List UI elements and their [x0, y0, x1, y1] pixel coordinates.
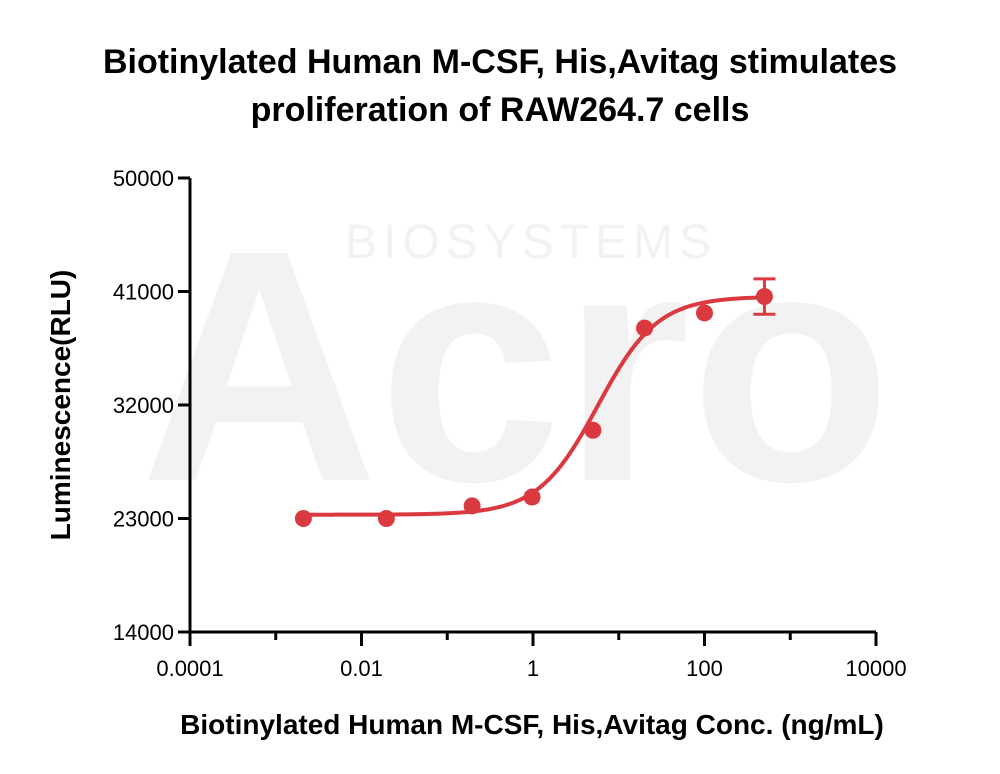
x-tick-label: 100: [686, 656, 723, 681]
x-tick-label: 10000: [845, 656, 906, 681]
y-axis-label: Luminescence(RLU): [45, 270, 76, 541]
x-tick-label: 0.0001: [156, 656, 223, 681]
data-point: [523, 488, 541, 506]
chart-title: Biotinylated Human M-CSF, His,Avitag sti…: [0, 38, 1000, 134]
x-tick-label: 0.01: [340, 656, 383, 681]
x-axis-label: Biotinylated Human M-CSF, His,Avitag Con…: [180, 709, 884, 740]
data-points-layer: [294, 277, 776, 527]
y-tick-label: 41000: [113, 280, 174, 305]
watermark-sub: BIOSYSTEMS: [345, 216, 717, 269]
data-point: [696, 304, 713, 322]
data-point: [755, 288, 773, 306]
data-point: [294, 510, 312, 527]
axes: 14000 23000 32000 41000 50000 0.0001 0.01 1 100 1…: [113, 166, 907, 681]
y-tick-label: 14000: [113, 620, 174, 645]
y-tick-label: 32000: [113, 393, 174, 418]
watermark-brand: Acro: [140, 181, 892, 550]
chart-title-line1: Biotinylated Human M-CSF, His,Avitag sti…: [102, 43, 898, 81]
data-point: [636, 319, 654, 337]
data-point: [377, 510, 395, 527]
data-point: [463, 497, 481, 515]
chart-title-line2: proliferation of RAW264.7 cells: [250, 91, 750, 129]
watermark: Acro BIOSYSTEMS: [140, 181, 892, 550]
y-tick-label: 23000: [113, 507, 174, 532]
x-tick-label: 1: [527, 656, 539, 681]
y-tick-label: 50000: [113, 166, 174, 191]
data-point: [584, 421, 602, 439]
